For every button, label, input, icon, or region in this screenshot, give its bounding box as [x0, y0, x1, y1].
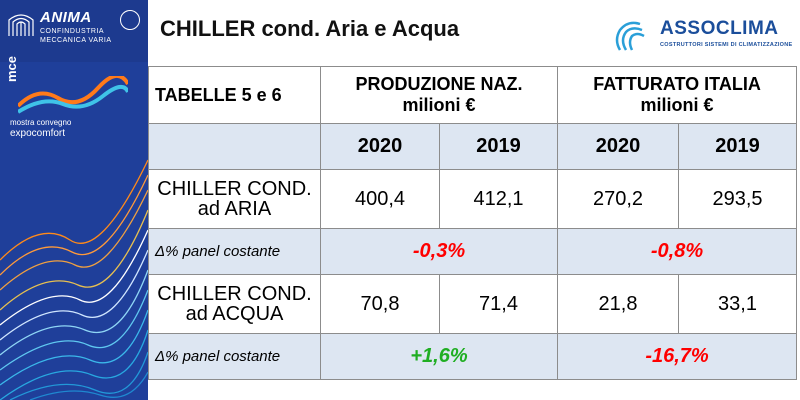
value-cell: 21,8 [557, 274, 680, 334]
delta-label: Δ% panel costante [148, 333, 321, 380]
table-years-row: 2020 2019 2020 2019 [148, 123, 798, 170]
value-cell: 33,1 [678, 274, 798, 334]
sidebar-banner: ANIMA CONFINDUSTRIA MECCANICA VARIA mce … [0, 0, 148, 400]
table-delta-row-air: Δ% panel costante -0,3% -0,8% [148, 228, 798, 275]
table-header-row: TABELLE 5 e 6 PRODUZIONE NAZ. milioni € … [148, 66, 798, 124]
row-label-line2: ad ARIA [197, 198, 272, 220]
delta-revenue-air: -0,8% [557, 228, 798, 275]
row-label-line2: ad ACQUA [185, 303, 284, 325]
table-row-water: CHILLER COND. ad ACQUA 70,8 71,4 21,8 33… [148, 274, 798, 334]
production-header-line1: PRODUZIONE NAZ. [355, 74, 523, 94]
year-cell: 2019 [438, 123, 559, 170]
row-label-line1: CHILLER COND. [157, 178, 312, 200]
mce-subtitle-2: expocomfort [10, 128, 66, 139]
production-header-line2: milioni € [402, 95, 476, 115]
revenue-header-line1: FATTURATO ITALIA [593, 74, 761, 94]
value-cell: 70,8 [320, 274, 440, 334]
assoclima-logo-icon [615, 21, 645, 51]
anima-header: ANIMA CONFINDUSTRIA MECCANICA VARIA [0, 0, 148, 62]
value-cell: 270,2 [557, 169, 680, 229]
delta-production-water: +1,6% [319, 333, 559, 380]
column-header-revenue: FATTURATO ITALIA milioni € [557, 66, 798, 124]
table-delta-row-water: Δ% panel costante +1,6% -16,7% [148, 333, 798, 380]
anima-name: ANIMA [40, 9, 92, 26]
mce-waves-icon [18, 76, 128, 114]
anima-subtitle-2: MECCANICA VARIA [40, 37, 112, 44]
decorative-lines-icon [0, 159, 148, 400]
delta-production-air: -0,3% [319, 228, 559, 275]
value-cell: 412,1 [438, 169, 559, 229]
assoclima-subtitle: COSTRUTTORI SISTEMI DI CLIMATIZZAZIONE [660, 42, 793, 48]
year-cell: 2019 [678, 123, 798, 170]
row-label-air: CHILLER COND. ad ARIA [148, 169, 321, 229]
delta-label: Δ% panel costante [148, 228, 321, 275]
table-label: TABELLE 5 e 6 [148, 66, 321, 124]
empty-cell [148, 123, 321, 170]
anima-badge-icon [120, 10, 140, 30]
data-table: TABELLE 5 e 6 PRODUZIONE NAZ. milioni € … [148, 66, 798, 380]
row-label-water: CHILLER COND. ad ACQUA [148, 274, 321, 334]
column-header-production: PRODUZIONE NAZ. milioni € [319, 66, 559, 124]
mce-label: mce [4, 55, 19, 82]
revenue-header-line2: milioni € [640, 95, 714, 115]
assoclima-name: ASSOCLIMA [660, 18, 779, 39]
page-title: CHILLER cond. Aria e Acqua [160, 16, 460, 41]
year-cell: 2020 [557, 123, 680, 170]
row-label-line1: CHILLER COND. [157, 283, 312, 305]
mce-subtitle-1: mostra convegno [10, 118, 72, 127]
year-cell: 2020 [320, 123, 440, 170]
anima-logo-icon [8, 14, 34, 36]
table-row-air: CHILLER COND. ad ARIA 400,4 412,1 270,2 … [148, 169, 798, 229]
delta-revenue-water: -16,7% [557, 333, 798, 380]
anima-subtitle-1: CONFINDUSTRIA [40, 28, 105, 35]
value-cell: 71,4 [438, 274, 559, 334]
value-cell: 293,5 [678, 169, 798, 229]
value-cell: 400,4 [320, 169, 440, 229]
